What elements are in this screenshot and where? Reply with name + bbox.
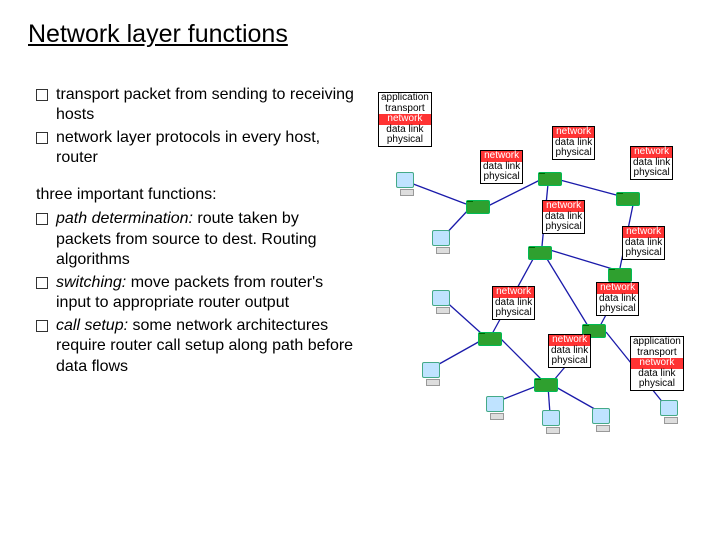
- layer-label: physical: [631, 168, 672, 179]
- layer-label: physical: [379, 135, 431, 146]
- layer-label: network: [493, 287, 534, 298]
- router-icon: [534, 378, 558, 392]
- layer-stack: networkdata linkphysical: [480, 150, 523, 184]
- layer-label: physical: [543, 222, 584, 233]
- layer-label: application: [379, 93, 431, 104]
- layer-stack: networkdata linkphysical: [622, 226, 665, 260]
- host-icon: [542, 410, 560, 426]
- layer-label: network: [631, 147, 672, 158]
- host-icon: [486, 396, 504, 412]
- bullet-item: network layer protocols in every host, r…: [36, 128, 358, 169]
- layer-stack: networkdata linkphysical: [542, 200, 585, 234]
- layer-stack: networkdata linkphysical: [548, 334, 591, 368]
- bullet-item: switching: move packets from router's in…: [36, 273, 358, 314]
- bullet-icon: [36, 213, 48, 225]
- bullet-text: path determination: route taken by packe…: [56, 209, 358, 270]
- layer-label: physical: [623, 248, 664, 259]
- host-icon: [422, 362, 440, 378]
- bullet-item: transport packet from sending to receivi…: [36, 85, 358, 126]
- host-icon: [396, 172, 414, 188]
- router-icon: [466, 200, 490, 214]
- bullet-text: switching: move packets from router's in…: [56, 273, 358, 314]
- layer-stack: networkdata linkphysical: [596, 282, 639, 316]
- layer-stack: applicationtransportnetworkdata linkphys…: [630, 336, 684, 391]
- layer-stack: networkdata linkphysical: [552, 126, 595, 160]
- host-icon: [592, 408, 610, 424]
- network-diagram: applicationtransportnetworkdata linkphys…: [372, 90, 702, 470]
- layer-stack: applicationtransportnetworkdata linkphys…: [378, 92, 432, 147]
- layer-label: physical: [597, 304, 638, 315]
- layer-stack: networkdata linkphysical: [492, 286, 535, 320]
- bullet-icon: [36, 277, 48, 289]
- layer-label: network: [553, 127, 594, 138]
- host-icon: [432, 290, 450, 306]
- bullet-item: call setup: some network architectures r…: [36, 316, 358, 377]
- subheading: three important functions:: [36, 185, 358, 205]
- layer-label: physical: [631, 379, 683, 390]
- host-icon: [660, 400, 678, 416]
- bullet-text: call setup: some network architectures r…: [56, 316, 358, 377]
- layer-label: network: [549, 335, 590, 346]
- host-icon: [432, 230, 450, 246]
- layer-label: physical: [493, 308, 534, 319]
- layer-label: application: [631, 337, 683, 348]
- layer-label: physical: [481, 172, 522, 183]
- bullet-icon: [36, 320, 48, 332]
- layer-label: network: [543, 201, 584, 212]
- text-column: transport packet from sending to receivi…: [36, 85, 358, 379]
- bullet-text: network layer protocols in every host, r…: [56, 128, 358, 169]
- layer-label: network: [481, 151, 522, 162]
- bullet-icon: [36, 132, 48, 144]
- layer-stack: networkdata linkphysical: [630, 146, 673, 180]
- bullet-item: path determination: route taken by packe…: [36, 209, 358, 270]
- router-icon: [608, 268, 632, 282]
- layer-label: physical: [549, 356, 590, 367]
- page-title: Network layer functions: [28, 20, 288, 49]
- bullet-text: transport packet from sending to receivi…: [56, 85, 358, 126]
- router-icon: [616, 192, 640, 206]
- layer-label: network: [597, 283, 638, 294]
- bullet-icon: [36, 89, 48, 101]
- layer-label: physical: [553, 148, 594, 159]
- router-icon: [538, 172, 562, 186]
- router-icon: [478, 332, 502, 346]
- layer-label: network: [379, 114, 431, 125]
- layer-label: network: [631, 358, 683, 369]
- router-icon: [528, 246, 552, 260]
- layer-label: network: [623, 227, 664, 238]
